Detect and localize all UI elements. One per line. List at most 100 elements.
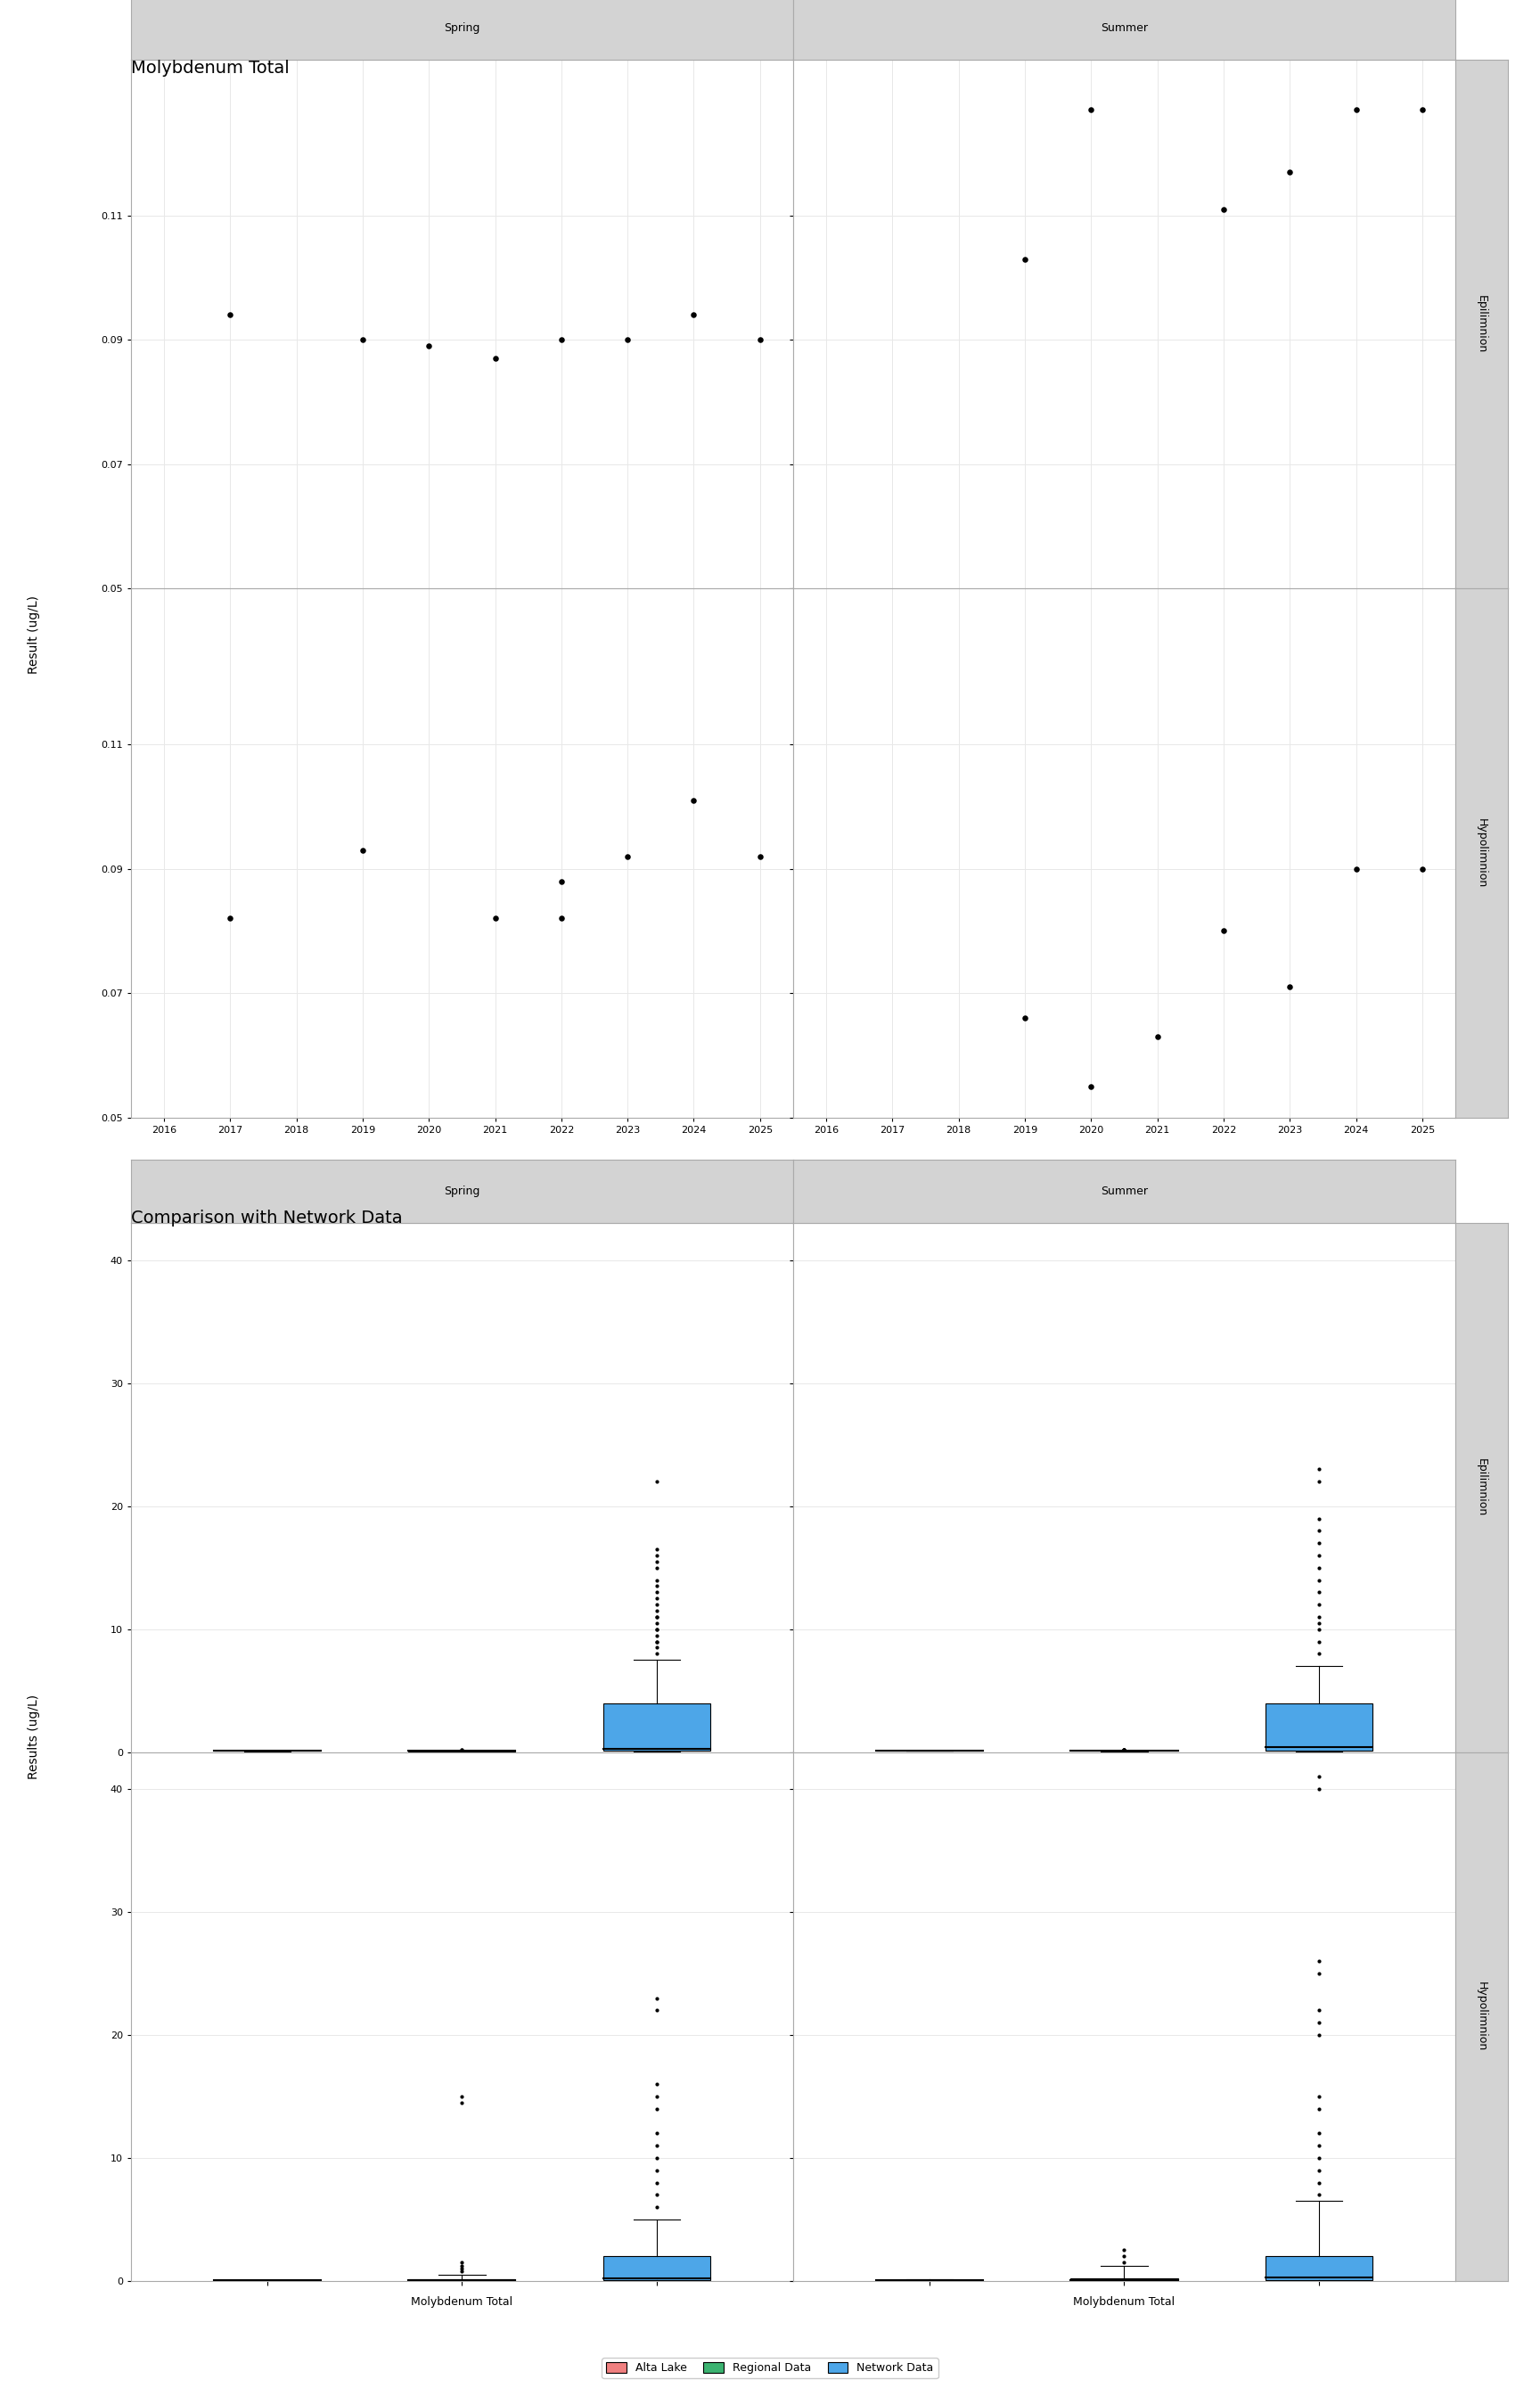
Point — [1306, 2140, 1331, 2178]
Point — [1411, 91, 1435, 129]
Point — [644, 2176, 668, 2214]
Point — [1112, 1732, 1137, 1771]
Point — [1306, 2089, 1331, 2128]
Point — [450, 1730, 474, 1768]
Point — [644, 2128, 668, 2166]
Point — [1306, 1991, 1331, 2029]
Point — [1146, 1018, 1170, 1057]
Point — [450, 1730, 474, 1768]
Point — [1013, 999, 1038, 1037]
Point — [1306, 2176, 1331, 2214]
Point — [351, 831, 376, 870]
Point — [1411, 851, 1435, 889]
Point — [450, 2085, 474, 2123]
Point — [1306, 2003, 1331, 2041]
Point — [1306, 1524, 1331, 1562]
Point — [644, 1610, 668, 1648]
X-axis label: Molybdenum Total: Molybdenum Total — [1073, 2295, 1175, 2307]
Point — [1306, 1560, 1331, 1598]
Point — [1306, 1548, 1331, 1586]
Point — [644, 2077, 668, 2116]
Point — [1112, 2238, 1137, 2276]
Point — [450, 2243, 474, 2281]
Point — [1112, 1730, 1137, 1768]
Point — [644, 1543, 668, 1581]
Point — [644, 1567, 668, 1605]
Point — [1112, 1730, 1137, 1768]
Point — [616, 321, 641, 359]
Point — [219, 295, 243, 333]
Point — [1212, 189, 1237, 228]
Point — [548, 863, 573, 901]
Point — [1306, 1512, 1331, 1550]
Point — [1306, 1634, 1331, 1672]
Point — [417, 326, 442, 364]
Point — [450, 1732, 474, 1771]
Point — [1306, 2077, 1331, 2116]
Point — [644, 1622, 668, 1660]
Point — [682, 295, 707, 333]
Point — [644, 2113, 668, 2152]
Point — [548, 898, 573, 937]
Point — [1112, 1730, 1137, 1768]
Point — [1112, 1730, 1137, 1768]
Text: Result (ug/L): Result (ug/L) — [28, 597, 40, 673]
Point — [1278, 968, 1303, 1006]
Point — [1080, 1066, 1104, 1105]
Point — [644, 1536, 668, 1574]
Point — [1306, 1955, 1331, 1993]
Point — [1306, 1586, 1331, 1624]
Point — [644, 1548, 668, 1586]
Point — [644, 2089, 668, 2128]
Point — [482, 898, 507, 937]
Bar — [604, 1704, 710, 1751]
Point — [1306, 1622, 1331, 1660]
Point — [644, 1560, 668, 1598]
Point — [644, 1598, 668, 1636]
Point — [644, 2164, 668, 2202]
Point — [450, 1732, 474, 1771]
Point — [219, 898, 243, 937]
Point — [644, 1462, 668, 1500]
Point — [450, 2077, 474, 2116]
Point — [1112, 2243, 1137, 2281]
Point — [644, 1603, 668, 1641]
Point — [1112, 2231, 1137, 2269]
Point — [1306, 1574, 1331, 1613]
Point — [644, 1586, 668, 1624]
Point — [1344, 851, 1369, 889]
Point — [1212, 913, 1237, 951]
Point — [1306, 1500, 1331, 1538]
Point — [1306, 1603, 1331, 1641]
Point — [548, 321, 573, 359]
Point — [748, 836, 773, 875]
Bar — [604, 2257, 710, 2281]
Point — [450, 2250, 474, 2288]
Point — [450, 1732, 474, 1771]
Point — [644, 1622, 668, 1660]
Point — [1306, 2128, 1331, 2166]
Point — [1306, 2015, 1331, 2053]
Bar — [1266, 1704, 1372, 1751]
Point — [644, 2065, 668, 2104]
Point — [616, 836, 641, 875]
Point — [644, 1634, 668, 1672]
Point — [1306, 1943, 1331, 1981]
Point — [1306, 2113, 1331, 2152]
Point — [1146, 0, 1170, 17]
Point — [644, 1991, 668, 2029]
X-axis label: Molybdenum Total: Molybdenum Total — [411, 2295, 513, 2307]
Point — [1306, 1450, 1331, 1488]
Point — [682, 781, 707, 819]
Point — [644, 1610, 668, 1648]
Point — [1278, 153, 1303, 192]
Point — [450, 2247, 474, 2286]
Point — [1112, 1732, 1137, 1771]
Point — [1306, 1462, 1331, 1500]
Point — [644, 2188, 668, 2226]
Point — [1306, 1759, 1331, 1797]
Point — [482, 340, 507, 379]
Point — [450, 1732, 474, 1771]
Point — [351, 321, 376, 359]
Point — [450, 1730, 474, 1768]
